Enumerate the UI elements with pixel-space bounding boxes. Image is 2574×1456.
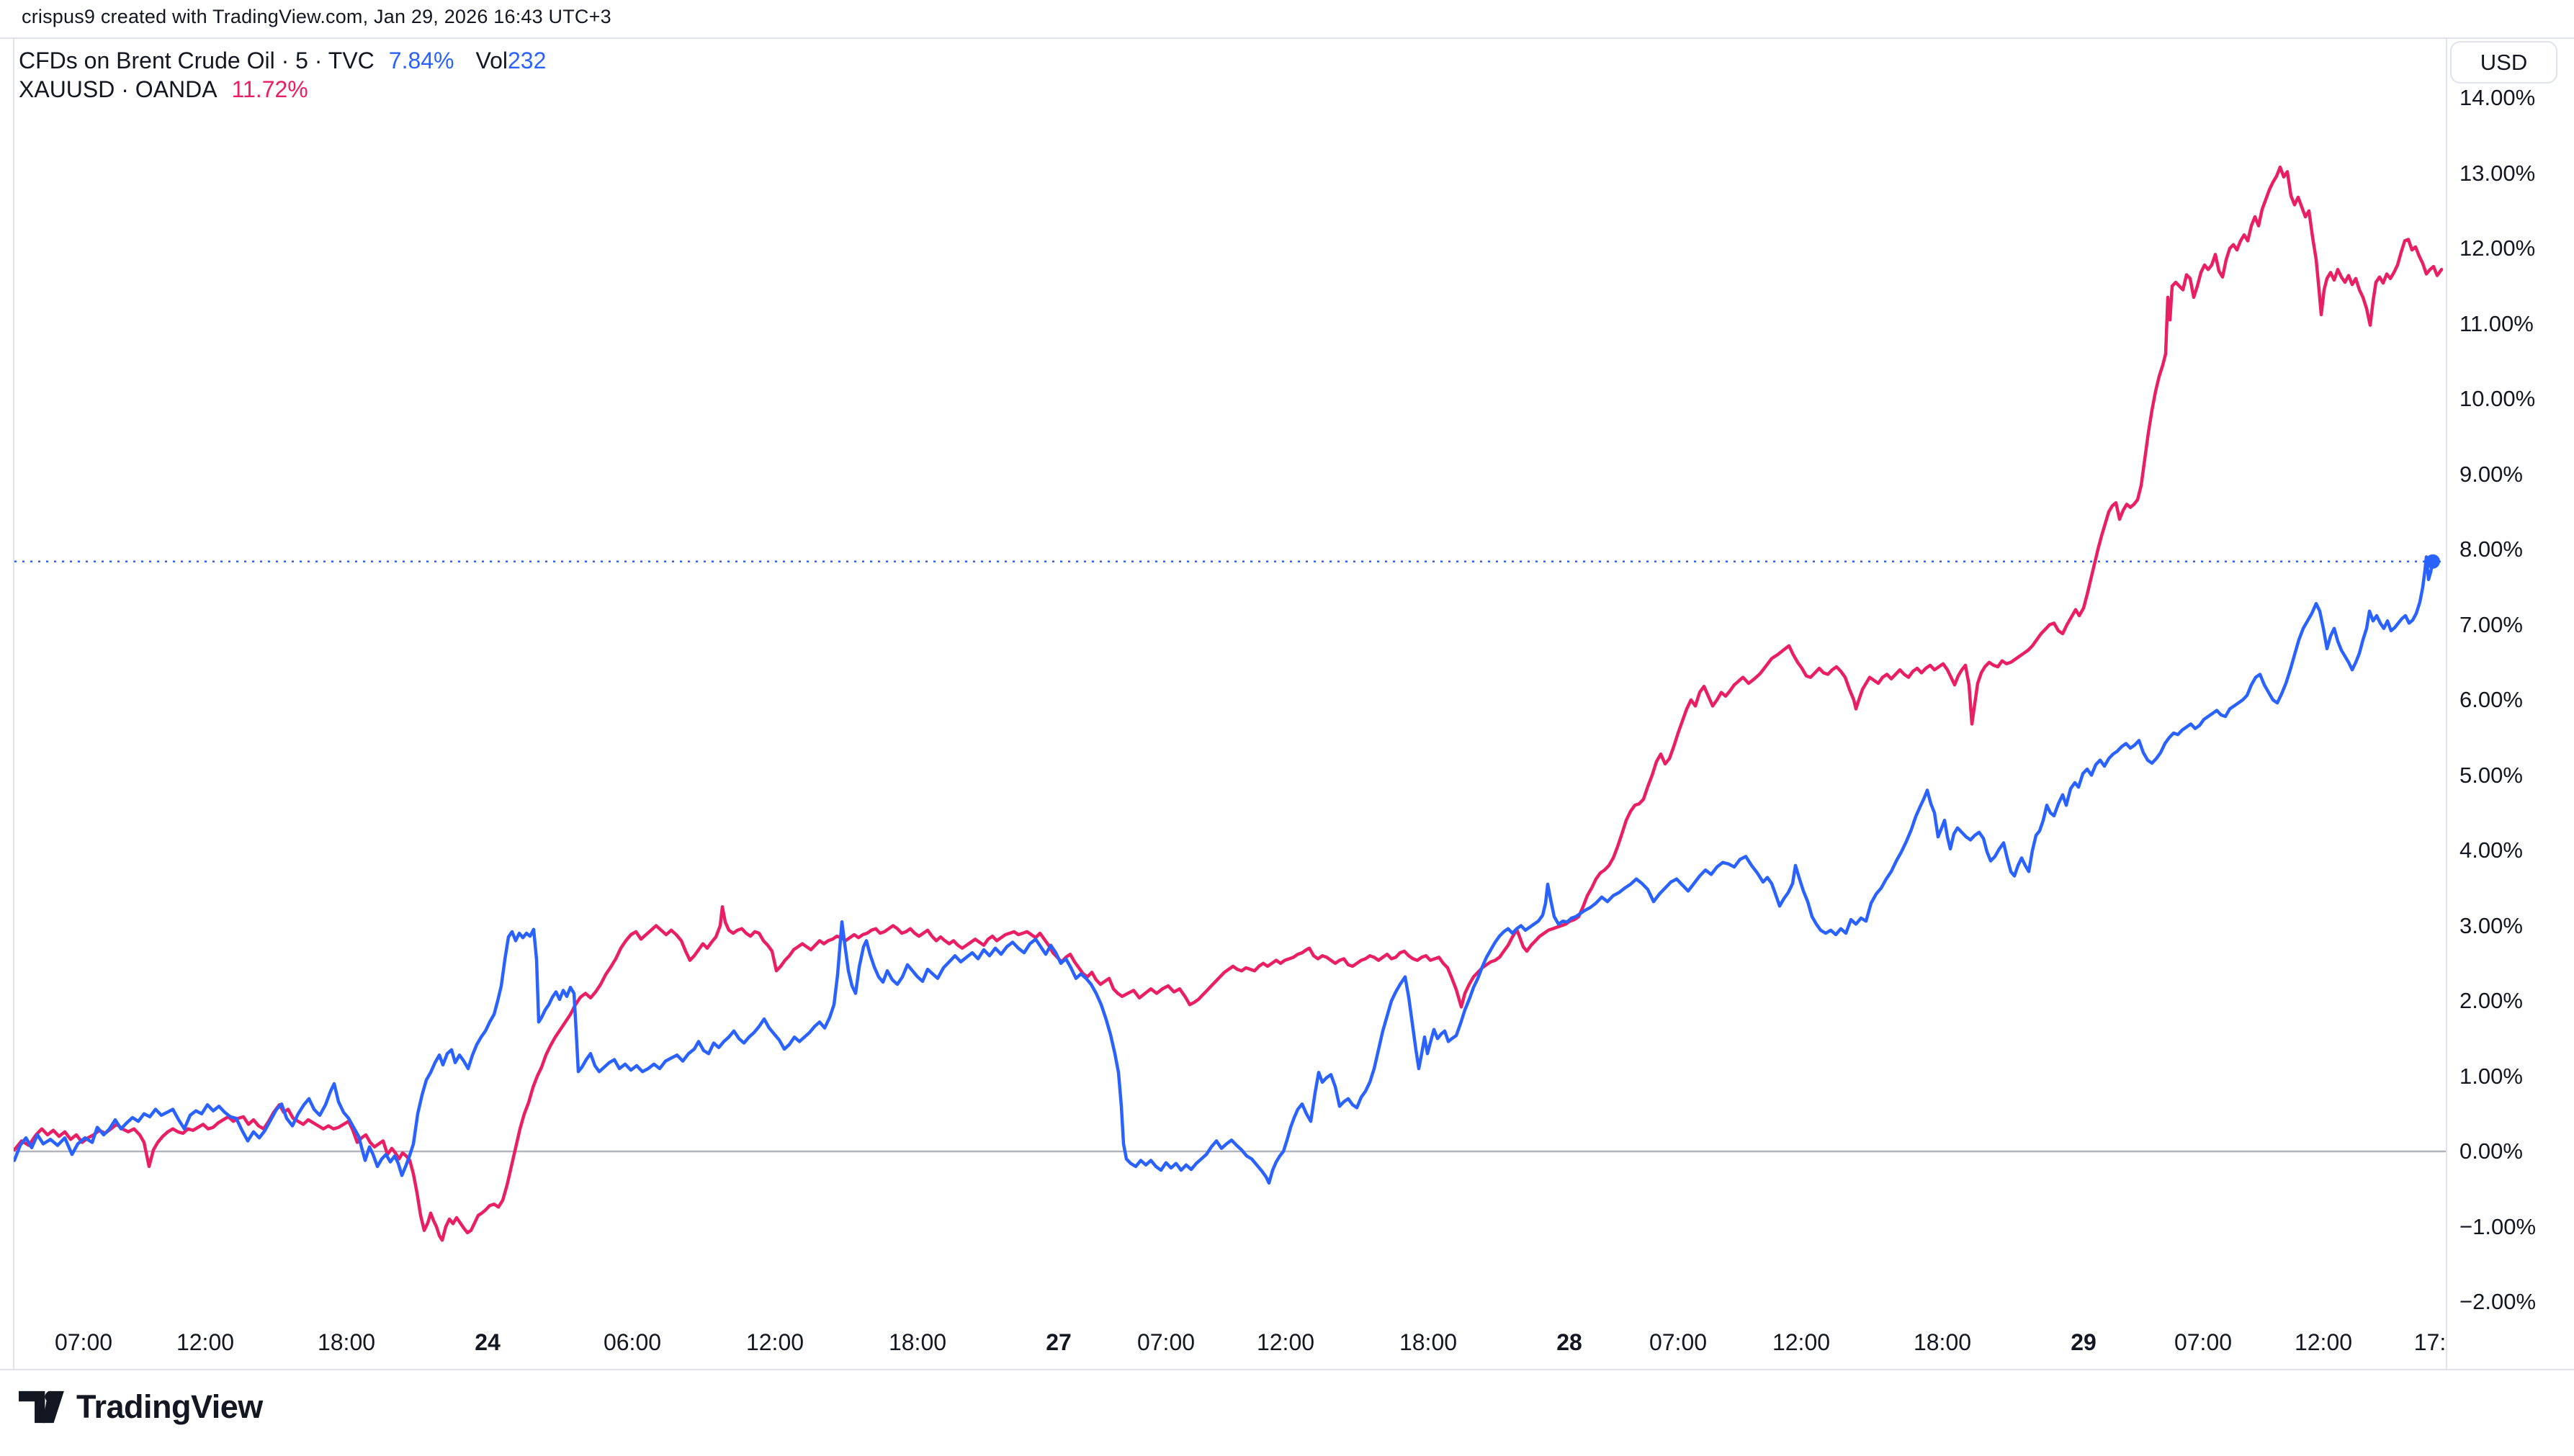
time-tick-1800: 18:00	[888, 1329, 947, 1355]
time-tick-24: 24	[475, 1329, 501, 1355]
legend-xauusd-title: XAUUSD · OANDA	[19, 76, 218, 102]
time-tick-27: 27	[1046, 1329, 1072, 1355]
legend-row-brent[interactable]: CFDs on Brent Crude Oil · 5 · TVC 7.84% …	[19, 46, 546, 75]
price-tick-1100: 11.00%	[2459, 310, 2534, 336]
chart-left-border	[13, 37, 14, 1369]
price-tick-200: −2.00%	[2459, 1289, 2537, 1314]
price-tick-1300: 13.00%	[2459, 160, 2536, 186]
time-tick-17: 17:	[2413, 1329, 2447, 1355]
tradingview-logo-icon	[19, 1390, 64, 1424]
price-tick-700: 7.00%	[2459, 611, 2523, 637]
time-tick-1800: 18:00	[1913, 1329, 1972, 1355]
time-tick-1200: 12:00	[2294, 1329, 2353, 1355]
time-tick-29: 29	[2071, 1329, 2097, 1355]
time-tick-0700: 07:00	[2174, 1329, 2233, 1355]
time-tick-0700: 07:00	[1136, 1329, 1196, 1355]
time-tick-1200: 12:00	[745, 1329, 804, 1355]
legend-brent-vol-value: 232	[507, 48, 547, 73]
price-tick-800: 8.00%	[2459, 536, 2523, 562]
price-tick-300: 3.00%	[2459, 912, 2523, 938]
time-tick-1200: 12:00	[1772, 1329, 1831, 1355]
time-tick-1200: 12:00	[1256, 1329, 1315, 1355]
time-tick-0700: 07:00	[1649, 1329, 1708, 1355]
attribution-text: crispus9 created with TradingView.com, J…	[22, 6, 611, 27]
price-tick-900: 9.00%	[2459, 461, 2523, 487]
time-tick-0600: 06:00	[603, 1329, 662, 1355]
time-tick-1200: 12:00	[176, 1329, 235, 1355]
time-tick-28: 28	[1556, 1329, 1582, 1355]
legend-xauusd-change: 11.72%	[231, 76, 308, 102]
chart-top-border	[0, 37, 2574, 39]
time-tick-1800: 18:00	[317, 1329, 376, 1355]
tradingview-logo[interactable]: TradingView	[19, 1388, 263, 1426]
time-tick-0700: 07:00	[54, 1329, 113, 1355]
legend-row-xauusd[interactable]: XAUUSD · OANDA 11.72%	[19, 75, 546, 104]
legend-brent-title: CFDs on Brent Crude Oil · 5 · TVC	[19, 48, 375, 73]
legend-brent-change: 7.84%	[388, 48, 454, 73]
series-line-xauusd[interactable]	[14, 165, 2444, 1242]
price-tick-600: 6.00%	[2459, 687, 2523, 712]
time-scale-border	[0, 1369, 2574, 1370]
legend: CFDs on Brent Crude Oil · 5 · TVC 7.84% …	[19, 46, 546, 104]
time-tick-1800: 18:00	[1399, 1329, 1458, 1355]
price-scale-border[interactable]	[2446, 37, 2447, 1369]
tradingview-logo-text: TradingView	[76, 1388, 263, 1425]
series-line-brent[interactable]	[14, 555, 2435, 1185]
price-tick-1400: 14.00%	[2459, 85, 2536, 110]
currency-unit-label: USD	[2480, 49, 2528, 75]
price-tick-400: 4.00%	[2459, 837, 2523, 863]
price-tick-500: 5.00%	[2459, 762, 2523, 788]
price-tick-1000: 10.00%	[2459, 386, 2536, 411]
currency-unit-button[interactable]: USD	[2450, 41, 2557, 84]
price-tick-1200: 12.00%	[2459, 235, 2536, 261]
price-tick-000: 0.00%	[2459, 1138, 2523, 1164]
price-tick-200: 2.00%	[2459, 988, 2523, 1013]
brent-last-price-dot	[2426, 554, 2440, 569]
legend-brent-vol-label: Vol	[475, 48, 508, 73]
price-tick-100: 1.00%	[2459, 1063, 2523, 1089]
price-tick-100: −1.00%	[2459, 1213, 2537, 1239]
